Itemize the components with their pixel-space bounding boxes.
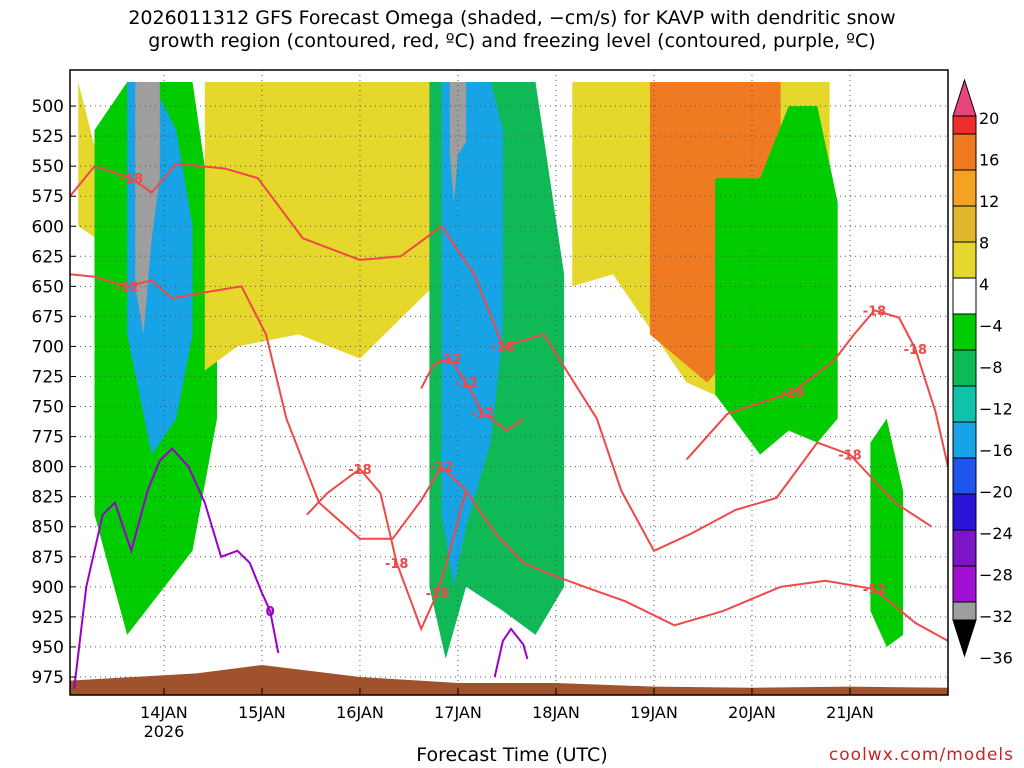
freezing-contour-0 <box>73 447 280 690</box>
colorbar-label-5: −4 <box>979 317 1003 336</box>
x-tick-label-20JAN: 20JAN <box>728 703 776 722</box>
colorbar-top-arrow <box>952 78 977 117</box>
colorbar-band-1 <box>952 133 977 171</box>
colorbar-band-2 <box>952 169 977 207</box>
y-tick-label-975: 975 <box>32 668 64 688</box>
y-tick-label-900: 900 <box>32 578 64 598</box>
colorbar-band-4 <box>952 241 977 279</box>
y-tick-label-600: 600 <box>32 217 64 237</box>
y-tick-label-650: 650 <box>32 277 64 297</box>
dgz-contour-1-label-2: -12 <box>863 583 887 598</box>
colorbar-label-2: 12 <box>979 192 999 211</box>
colorbar-label-6: −8 <box>979 358 1003 377</box>
colorbar-label-4: 4 <box>979 275 989 294</box>
x-tick-label-15JAN: 15JAN <box>238 703 286 722</box>
omega-region-blue-day17 <box>441 82 503 587</box>
chart-title-line2: growth region (contoured, red, ºC) and f… <box>148 30 876 52</box>
colorbar-band-14 <box>952 601 977 621</box>
colorbar-label-8: −16 <box>979 441 1013 460</box>
colorbar-bottom-arrow <box>952 619 977 658</box>
y-tick-label-550: 550 <box>32 157 64 177</box>
freezing-contour-0-label-0: 0 <box>266 605 275 620</box>
dgz-contour-3-label-0: -18 <box>348 463 372 478</box>
dgz-contour-1-label-1: -12 <box>430 461 454 476</box>
x-tick-label-19JAN: 19JAN <box>630 703 678 722</box>
x-axis-label: Forecast Time (UTC) <box>416 744 608 766</box>
colorbar-band-3 <box>952 205 977 243</box>
colorbar-band-7 <box>952 349 977 387</box>
y-tick-label-725: 725 <box>32 367 64 387</box>
y-tick-label-800: 800 <box>32 458 64 478</box>
dgz-contour-1 <box>69 273 949 642</box>
x-tick-label-21JAN: 21JAN <box>826 703 874 722</box>
colorbar-band-8 <box>952 385 977 423</box>
dgz-contour-4-label-1: -18 <box>863 304 887 319</box>
dgz-contour-0 <box>69 162 933 553</box>
dgz-contour-3-label-2: -18 <box>426 587 450 602</box>
y-tick-label-875: 875 <box>32 548 64 568</box>
y-tick-label-825: 825 <box>32 488 64 508</box>
colorbar-band-9 <box>952 421 977 459</box>
x-tick-sublabel-14JAN: 2026 <box>144 722 185 741</box>
dgz-contour-4-label-0: -18 <box>781 386 805 401</box>
colorbar-label-10: −24 <box>979 524 1013 543</box>
colorbar-label-13: −36 <box>979 649 1013 668</box>
dgz-contour-0-label-1: -18 <box>491 340 515 355</box>
y-tick-label-775: 775 <box>32 428 64 448</box>
x-tick-label-17JAN: 17JAN <box>434 703 482 722</box>
dgz-contour-0-label-2: -18 <box>838 449 862 464</box>
y-tick-label-750: 750 <box>32 398 64 418</box>
y-tick-label-575: 575 <box>32 187 64 207</box>
freezing-contour-1 <box>493 627 529 678</box>
dgz-contour-2-label-1: -12 <box>454 377 478 392</box>
colorbar-band-6 <box>952 313 977 351</box>
omega-region-strong-day14 <box>135 82 160 335</box>
chart-title-line1: 2026011312 GFS Forecast Omega (shaded, −… <box>128 7 896 29</box>
colorbar-band-5 <box>952 277 977 315</box>
colorbar-label-11: −28 <box>979 566 1013 585</box>
omega-region-strong-day17 <box>449 82 467 203</box>
plot-frame <box>69 69 949 696</box>
colorbar-label-12: −32 <box>979 607 1013 626</box>
y-tick-label-625: 625 <box>32 247 64 267</box>
colorbar-band-0 <box>952 115 977 135</box>
omega-region-yellow-day15-17 <box>204 82 434 371</box>
colorbar-band-10 <box>952 457 977 495</box>
dgz-contour-3 <box>306 467 468 632</box>
x-tick-label-14JAN: 14JAN <box>140 703 188 722</box>
y-tick-label-925: 925 <box>32 608 64 628</box>
dgz-contour-2 <box>420 357 524 432</box>
terrain-fill <box>70 665 948 695</box>
omega-region-green-day21 <box>870 418 904 647</box>
dgz-contour-4-label-2: -18 <box>904 343 928 358</box>
x-tick-label-18JAN: 18JAN <box>532 703 580 722</box>
colorbar-label-1: 16 <box>979 151 999 170</box>
colorbar-label-3: 8 <box>979 234 989 253</box>
y-tick-label-525: 525 <box>32 127 64 147</box>
colorbar-band-11 <box>952 493 977 531</box>
dgz-contour-2-label-2: -12 <box>471 407 495 422</box>
colorbar-label-0: 20 <box>979 109 999 128</box>
y-tick-label-700: 700 <box>32 337 64 357</box>
y-tick-label-500: 500 <box>32 97 64 117</box>
dgz-contour-1-label-0: -12 <box>115 280 139 295</box>
x-tick-label-16JAN: 16JAN <box>336 703 384 722</box>
dgz-contour-0-label-0: -18 <box>120 172 144 187</box>
colorbar-band-13 <box>952 565 977 603</box>
dgz-contour-3-label-1: -18 <box>385 557 409 572</box>
omega-region-green-day20 <box>715 106 838 455</box>
dgz-contour-2-label-0: -12 <box>438 352 462 367</box>
colorbar-band-12 <box>952 529 977 567</box>
y-tick-label-950: 950 <box>32 638 64 658</box>
colorbar-label-7: −12 <box>979 400 1013 419</box>
y-tick-label-675: 675 <box>32 307 64 327</box>
credit-link[interactable]: coolwx.com/models <box>828 745 1014 765</box>
dgz-contour-4 <box>685 309 949 467</box>
y-tick-label-850: 850 <box>32 518 64 538</box>
colorbar-label-9: −20 <box>979 483 1013 502</box>
